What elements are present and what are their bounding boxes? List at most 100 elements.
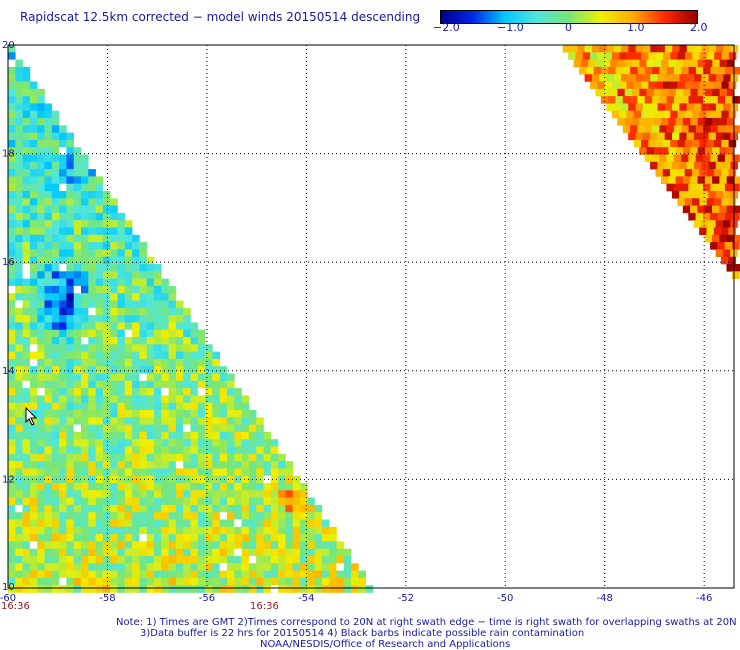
wind-difference-cell — [132, 541, 140, 549]
wind-difference-cell — [632, 88, 640, 97]
wind-difference-cell — [139, 526, 147, 535]
wind-difference-cell — [664, 103, 673, 111]
wind-difference-cell — [241, 570, 250, 579]
wind-difference-cell — [22, 249, 31, 257]
wind-difference-cell — [234, 483, 242, 491]
wind-difference-cell — [643, 45, 651, 53]
wind-difference-cell — [697, 147, 706, 155]
wind-difference-cell — [684, 169, 693, 177]
wind-difference-cell — [29, 176, 38, 184]
wind-difference-cell — [139, 541, 147, 549]
wind-difference-cell — [8, 52, 16, 60]
wind-difference-cell — [227, 373, 235, 382]
wind-difference-cell — [59, 227, 67, 236]
wind-difference-cell — [73, 585, 82, 593]
wind-difference-cell — [205, 358, 213, 367]
wind-difference-cell — [81, 446, 89, 455]
wind-difference-cell — [29, 512, 38, 520]
wind-difference-cell — [37, 373, 45, 382]
wind-difference-cell — [659, 66, 667, 75]
wind-difference-cell — [161, 541, 169, 549]
wind-difference-cell — [146, 315, 155, 323]
wind-difference-cell — [117, 293, 126, 301]
wind-difference-cell — [59, 366, 67, 374]
wind-difference-cell — [15, 512, 23, 520]
wind-difference-cell — [139, 293, 147, 301]
wind-difference-cell — [278, 483, 286, 491]
wind-difference-cell — [256, 461, 264, 469]
wind-difference-cell — [29, 198, 38, 206]
wind-difference-cell — [183, 358, 191, 367]
wind-difference-cell — [205, 380, 213, 389]
wind-difference-cell — [44, 380, 53, 389]
wind-difference-cell — [81, 161, 89, 170]
wind-difference-cell — [205, 366, 213, 374]
wind-difference-cell — [321, 541, 330, 549]
wind-difference-cell — [197, 541, 206, 549]
wind-difference-cell — [146, 329, 155, 338]
wind-difference-cell — [102, 563, 111, 571]
wind-difference-cell — [703, 66, 711, 75]
wind-difference-cell — [51, 220, 60, 228]
wind-difference-cell — [59, 322, 67, 330]
wind-difference-cell — [132, 417, 140, 425]
wind-difference-cell — [88, 176, 96, 184]
wind-difference-cell — [694, 74, 702, 82]
wind-difference-cell — [124, 300, 133, 309]
wind-difference-cell — [59, 125, 67, 133]
wind-difference-cell — [8, 483, 16, 491]
wind-difference-cell — [653, 118, 662, 126]
wind-difference-cell — [66, 475, 74, 484]
wind-difference-cell — [8, 110, 16, 119]
wind-difference-cell — [51, 461, 60, 469]
wind-difference-cell — [102, 329, 111, 338]
wind-difference-cell — [234, 431, 242, 440]
wind-difference-cell — [690, 176, 698, 184]
wind-difference-cell — [15, 570, 23, 579]
wind-difference-cell — [110, 461, 118, 469]
wind-difference-cell — [321, 534, 330, 542]
wind-difference-cell — [256, 490, 264, 498]
wind-difference-cell — [22, 322, 31, 330]
wind-difference-cell — [314, 585, 323, 593]
wind-difference-cell — [241, 548, 250, 557]
wind-difference-cell — [219, 453, 228, 462]
wind-difference-cell — [22, 191, 31, 199]
wind-difference-cell — [146, 468, 155, 476]
wind-difference-cell — [139, 424, 147, 433]
wind-difference-cell — [81, 417, 89, 425]
wind-difference-cell — [110, 548, 118, 557]
wind-difference-cell — [154, 475, 162, 484]
wind-difference-cell — [139, 373, 147, 382]
wind-difference-cell — [22, 519, 31, 528]
wind-difference-cell — [102, 337, 111, 345]
wind-difference-cell — [686, 103, 695, 111]
wind-difference-cell — [183, 468, 191, 476]
wind-difference-cell — [110, 285, 118, 294]
wind-difference-cell — [88, 410, 96, 418]
wind-difference-cell — [88, 424, 96, 433]
wind-difference-cell — [336, 541, 345, 549]
wind-difference-cell — [102, 446, 111, 455]
wind-difference-cell — [88, 380, 96, 389]
wind-difference-cell — [110, 264, 118, 272]
wind-difference-cell — [29, 118, 38, 126]
wind-difference-cell — [88, 570, 96, 579]
wind-difference-cell — [197, 417, 206, 425]
wind-difference-cell — [270, 556, 279, 564]
wind-difference-cell — [88, 366, 96, 374]
wind-difference-cell — [81, 526, 89, 535]
wind-difference-cell — [51, 147, 60, 155]
wind-difference-cell — [713, 198, 722, 206]
wind-difference-cell — [710, 96, 718, 104]
wind-difference-cell — [22, 176, 31, 184]
wind-difference-cell — [321, 577, 330, 586]
wind-difference-cell — [95, 563, 104, 571]
wind-difference-cell — [22, 154, 31, 163]
wind-difference-cell — [183, 366, 191, 374]
wind-difference-cell — [37, 161, 45, 170]
wind-difference-cell — [22, 329, 31, 338]
wind-difference-cell — [95, 410, 104, 418]
wind-difference-cell — [234, 556, 242, 564]
wind-difference-cell — [573, 59, 582, 68]
